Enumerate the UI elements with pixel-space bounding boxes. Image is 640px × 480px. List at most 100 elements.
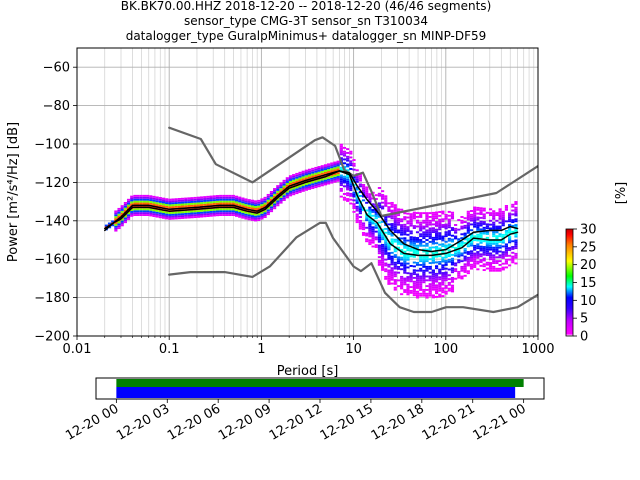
pdf-cell xyxy=(253,200,258,203)
pdf-cell xyxy=(215,208,220,211)
pdf-cell xyxy=(479,249,483,252)
pdf-cell xyxy=(114,212,118,215)
pdf-cell xyxy=(171,202,175,205)
pdf-cell xyxy=(377,229,382,232)
pdf-cell xyxy=(133,198,137,201)
pdf-cell xyxy=(431,269,435,272)
pdf-cell xyxy=(387,258,391,260)
pdf-cell xyxy=(111,224,115,227)
pdf-cell xyxy=(438,285,442,288)
pdf-cell xyxy=(161,205,166,208)
pdf-cell xyxy=(466,252,470,255)
pdf-cell xyxy=(454,224,458,226)
pdf-cell xyxy=(412,294,416,297)
pdf-cell xyxy=(498,210,502,213)
curves xyxy=(104,126,538,314)
pdf-cell xyxy=(444,256,448,259)
pdf-cell xyxy=(431,240,435,243)
pdf-cell xyxy=(209,203,213,206)
pdf-cell xyxy=(441,283,445,286)
pdf-cell xyxy=(444,231,448,234)
pdf-cell xyxy=(384,197,388,200)
pdf-cell xyxy=(231,214,235,216)
pdf-cell xyxy=(473,206,477,209)
pdf-cell xyxy=(400,268,404,271)
pdf-cell xyxy=(434,215,439,218)
coverage-tick-label: 12-20 15 xyxy=(318,401,376,443)
pdf-cell xyxy=(165,204,169,206)
pdf-cell xyxy=(358,221,362,224)
pdf-cell xyxy=(161,213,166,215)
pdf-cell xyxy=(330,164,334,167)
pdf-cell xyxy=(434,280,439,283)
pdf-cell xyxy=(444,273,448,276)
pdf-cell xyxy=(476,222,480,225)
pdf-cell xyxy=(387,244,391,247)
pdf-cell xyxy=(514,262,518,265)
pdf-cell xyxy=(184,203,188,206)
pdf-cell xyxy=(444,227,448,230)
pdf-cell xyxy=(266,201,270,204)
pdf-cell xyxy=(377,248,382,251)
pdf-cell xyxy=(514,227,518,230)
pdf-cell xyxy=(352,207,356,209)
pdf-cell xyxy=(457,228,461,231)
pdf-cell xyxy=(317,167,321,170)
pdf-cell xyxy=(285,182,289,185)
pdf-cell xyxy=(368,206,372,209)
pdf-cell xyxy=(434,228,439,231)
pdf-cell xyxy=(346,169,350,172)
pdf-cell xyxy=(276,187,280,189)
pdf-cell xyxy=(463,263,467,266)
pdf-cell xyxy=(441,273,445,276)
pdf-cell xyxy=(374,244,378,247)
pdf-cell xyxy=(279,190,283,193)
pdf-cell xyxy=(200,204,204,207)
pdf-cell xyxy=(219,210,223,213)
pdf-cell xyxy=(403,229,407,232)
pdf-cell xyxy=(422,288,426,291)
pdf-cell xyxy=(403,244,407,247)
pdf-cell xyxy=(492,254,496,257)
pdf-cell xyxy=(250,215,254,218)
pdf-cell xyxy=(441,272,445,274)
pdf-cell xyxy=(466,256,470,259)
pdf-cell xyxy=(419,225,423,228)
pdf-cell xyxy=(346,178,350,181)
pdf-cell xyxy=(225,200,229,203)
colorbar-label: [%] xyxy=(614,182,629,205)
pdf-cell xyxy=(384,195,388,198)
pdf-cell xyxy=(498,221,502,224)
pdf-cell xyxy=(415,262,420,264)
pdf-cell xyxy=(187,203,191,206)
pdf-cell xyxy=(479,245,483,248)
pdf-cell xyxy=(419,260,423,263)
pdf-cell xyxy=(212,212,216,215)
pdf-cell xyxy=(330,175,334,178)
pdf-cell xyxy=(463,271,467,273)
pdf-cell xyxy=(403,212,407,215)
pdf-cell xyxy=(228,200,232,203)
pdf-cell xyxy=(292,187,296,190)
pdf-cell xyxy=(317,179,321,182)
pdf-cell xyxy=(117,213,121,216)
pdf-cell xyxy=(377,231,382,234)
pdf-cell xyxy=(384,270,388,273)
pdf-cell xyxy=(488,242,493,245)
pdf-cell xyxy=(403,283,407,286)
pdf-cell xyxy=(301,186,305,188)
pdf-cell xyxy=(466,228,470,230)
pdf-cell xyxy=(260,215,264,218)
psd-plot: 0.01 0.1 1 10 100 1000 −200−180−160−140−120−1… xyxy=(6,47,555,379)
pdf-cell xyxy=(419,242,423,245)
pdf-cell xyxy=(317,181,321,184)
pdf-cell xyxy=(508,264,512,267)
pdf-cell xyxy=(361,195,366,198)
pdf-cell xyxy=(136,198,140,201)
pdf-cell xyxy=(428,219,432,222)
y-axis-ticks: −200−180−160−140−120−100−80−60 xyxy=(34,61,77,345)
pdf-cell xyxy=(365,190,369,193)
pdf-cell xyxy=(219,208,223,211)
pdf-cell xyxy=(222,194,226,197)
